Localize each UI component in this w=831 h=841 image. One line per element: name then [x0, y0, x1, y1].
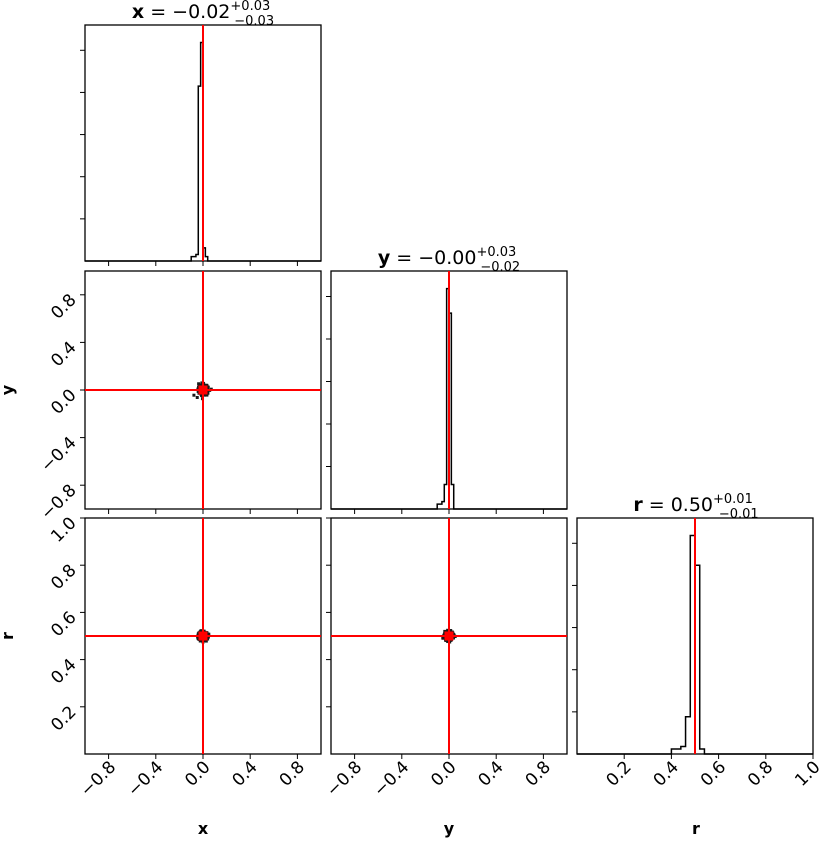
axis-label-x: x — [198, 819, 209, 838]
histogram-y — [331, 287, 567, 510]
xtick-label-y: −0.8 — [323, 757, 366, 800]
ytick-label-y: −0.4 — [37, 433, 80, 476]
truth-marker-y-r — [444, 631, 454, 641]
axis-label-y-left: y — [0, 384, 17, 395]
sample-point-x-r — [202, 629, 206, 633]
sample-point-x-r — [196, 632, 200, 636]
sample-point-x-r — [199, 639, 203, 643]
histogram-x — [85, 41, 321, 262]
xtick-label-r: 0.6 — [697, 757, 730, 790]
axis-label-y-bottom: y — [444, 819, 455, 838]
axis-label-r-bottom: r — [692, 819, 700, 838]
xtick-label-x: −0.8 — [77, 757, 120, 800]
ytick-label-r: 0.2 — [47, 702, 80, 735]
ytick-label-y: 0.0 — [47, 385, 80, 418]
xtick-label-x: 0.8 — [276, 757, 309, 790]
ytick-label-r: 0.4 — [47, 655, 80, 688]
ytick-label-y: 0.4 — [47, 338, 80, 371]
title-x: x = −0.02+0.03 −0.03 — [132, 0, 274, 29]
xtick-label-r: 0.4 — [650, 757, 683, 790]
xtick-label-x: −0.4 — [124, 757, 167, 800]
histogram-r — [577, 534, 813, 755]
ytick-label-r: 0.6 — [47, 608, 80, 641]
truth-marker-x-r — [198, 631, 208, 641]
ytick-label-r: 0.8 — [47, 561, 80, 594]
sample-point-x-y — [200, 394, 204, 398]
xtick-label-y: 0.0 — [427, 757, 460, 790]
ytick-label-y: −0.8 — [37, 481, 80, 524]
sample-point-x-y — [192, 393, 196, 397]
xtick-label-y: 0.4 — [474, 757, 507, 790]
sample-point-y-r — [452, 633, 456, 637]
sample-point-x-y — [200, 381, 204, 385]
xtick-label-x: 0.0 — [181, 757, 214, 790]
xtick-label-x: 0.4 — [228, 757, 261, 790]
sample-point-x-y — [195, 395, 199, 399]
sample-point-x-r — [204, 639, 208, 643]
sample-point-y-r — [441, 636, 445, 640]
xtick-label-y: 0.8 — [522, 757, 555, 790]
xtick-label-r: 0.8 — [744, 757, 777, 790]
xtick-label-y: −0.4 — [370, 757, 413, 800]
truth-marker-x-y — [198, 385, 208, 395]
chart-marks: −0.8 −0.4 0.0 0.4 0.8 −0.8 −0.4 0.0 0.4 0.8 0.2 0.4… — [37, 25, 825, 801]
axis-label-r-left: r — [0, 632, 17, 640]
xtick-label-r: 1.0 — [791, 757, 824, 790]
xtick-label-r: 0.2 — [602, 757, 635, 790]
ytick-label-y: 0.8 — [47, 290, 80, 323]
